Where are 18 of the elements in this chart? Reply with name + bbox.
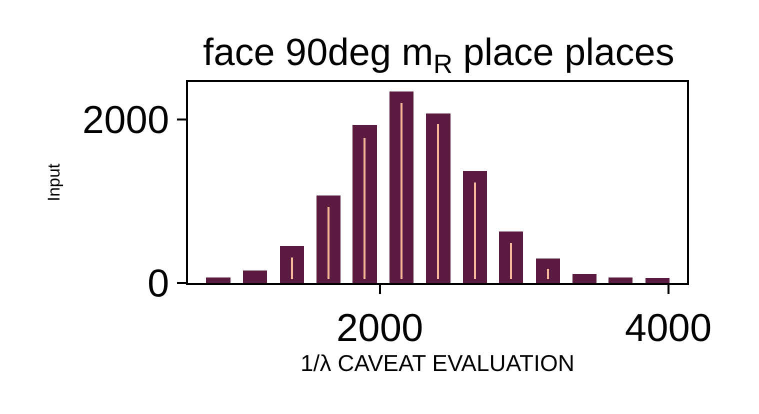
bar bbox=[242, 270, 268, 283]
bar bbox=[572, 274, 597, 283]
bar bbox=[389, 91, 414, 283]
x-axis-title: 1/λ CAVEAT EVALUATION bbox=[300, 350, 574, 376]
y-axis-title: Input bbox=[44, 163, 64, 202]
x-tick-label: 4000 bbox=[624, 306, 712, 350]
bar bbox=[426, 114, 450, 283]
bar bbox=[645, 278, 670, 283]
bar bbox=[536, 258, 560, 283]
bar bbox=[462, 170, 488, 283]
bar bbox=[316, 195, 341, 283]
bar bbox=[352, 124, 377, 283]
bar bbox=[280, 246, 304, 283]
bar bbox=[608, 277, 633, 283]
chart-title: face 90deg m$_{R}$ place places bbox=[203, 32, 674, 80]
y-tick-label: 0 bbox=[147, 262, 170, 306]
bar bbox=[498, 231, 524, 283]
bar bbox=[206, 277, 230, 283]
